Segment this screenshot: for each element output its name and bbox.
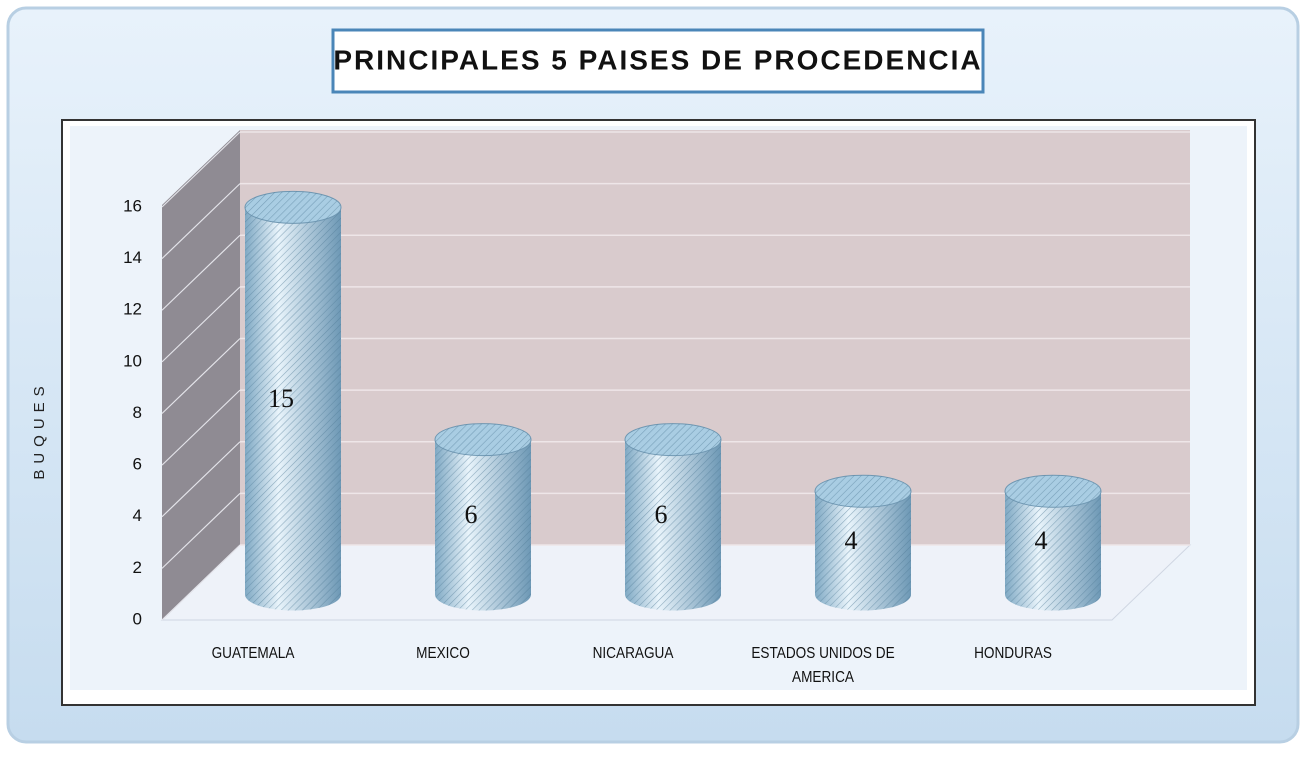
x-tick-label: NICARAGUA <box>592 645 674 662</box>
grid-line <box>161 544 241 621</box>
grid-line <box>161 338 241 414</box>
data-label: 4 <box>845 526 858 555</box>
cylinder-top-hatch <box>625 423 721 456</box>
cylinder-hatch <box>435 439 531 611</box>
cylinder-hatch <box>625 439 721 611</box>
y-axis-label: BUQUES <box>31 380 48 479</box>
cylinder-top-hatch <box>815 475 911 508</box>
grid-line <box>161 441 241 518</box>
side-wall <box>162 130 240 620</box>
y-tick-label: 12 <box>123 300 142 319</box>
cylinder-top-hatch <box>245 191 341 224</box>
grid-line <box>161 389 241 466</box>
y-tick-label: 6 <box>133 455 142 474</box>
grid-line <box>161 183 241 260</box>
x-tick-label: ESTADOS UNIDOS DE AMERICA <box>751 645 895 686</box>
grid-line <box>161 492 241 569</box>
x-tick-label: GUATEMALA <box>211 645 295 662</box>
chart-title: PRINCIPALES 5 PAISES DE PROCEDENCIA <box>333 44 982 75</box>
data-label: 15 <box>268 384 294 413</box>
cylinder-top-hatch <box>435 423 531 456</box>
grid-line <box>161 286 241 363</box>
y-tick-label: 14 <box>123 248 142 267</box>
cylinder-hatch <box>1005 491 1101 611</box>
y-tick-label: 10 <box>123 351 142 370</box>
data-label: 6 <box>465 500 478 529</box>
cylinder-hatch <box>245 207 341 611</box>
cylinder-top-hatch <box>1005 475 1101 508</box>
grid-line <box>161 131 241 208</box>
y-tick-label: 2 <box>133 558 142 577</box>
x-tick-label: HONDURAS <box>974 645 1052 662</box>
grid-line <box>161 234 241 311</box>
title-box <box>331 28 985 94</box>
data-label: 6 <box>655 500 668 529</box>
x-tick-label: MEXICO <box>416 645 470 662</box>
y-tick-label: 4 <box>133 506 142 525</box>
y-tick-label: 16 <box>123 196 142 215</box>
y-tick-label: 8 <box>133 403 142 422</box>
y-tick-label: 0 <box>133 609 142 628</box>
cylinder-hatch <box>815 491 911 611</box>
data-label: 4 <box>1035 526 1048 555</box>
